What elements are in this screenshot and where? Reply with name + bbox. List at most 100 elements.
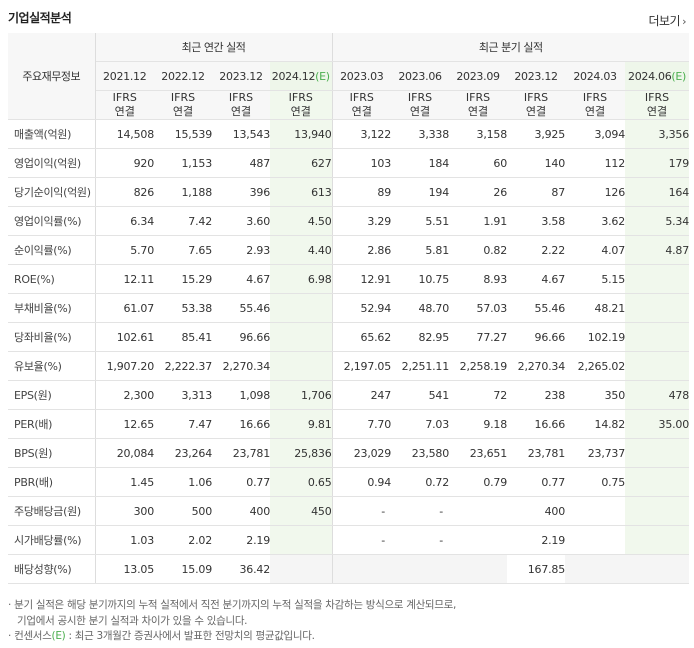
data-cell: 487	[212, 148, 270, 178]
data-cell: 3,313	[154, 380, 212, 410]
data-cell: 12.11	[95, 264, 154, 294]
data-cell: 3.62	[565, 206, 625, 236]
data-cell	[449, 554, 508, 584]
estimate-mark: (E)	[315, 69, 330, 83]
data-cell: 3,925	[507, 119, 565, 149]
section-title: 기업실적분석	[8, 11, 72, 25]
data-cell	[625, 293, 690, 323]
table-row: 당좌비율(%) 102.61 85.41 96.66 65.62 82.95 77.27 96…	[8, 322, 690, 352]
financial-table: 주요재무정보 최근 연간 실적 최근 분기 실적 2021.12 2022.12 2…	[8, 33, 689, 584]
period-header: 2024.03	[565, 61, 626, 91]
data-cell: 2.19	[212, 525, 270, 555]
data-cell: 20,084	[95, 438, 154, 468]
table-row: 순이익률(%) 5.70 7.65 2.93 4.40 2.86 5.81 0.82 2.22 4…	[8, 235, 689, 265]
data-cell: 1.06	[154, 467, 212, 497]
data-cell: 5.34	[625, 206, 689, 236]
data-cell: 12.91	[332, 264, 391, 294]
data-cell: 16.66	[507, 409, 565, 439]
data-cell: 1,706	[270, 380, 333, 410]
row-label: BPS(원)	[8, 438, 96, 468]
ifrs-basis-header: IFRS 연결	[95, 90, 154, 120]
data-cell: 15,539	[154, 119, 212, 149]
data-cell: 0.65	[270, 467, 333, 497]
data-cell: 6.98	[270, 264, 333, 294]
data-cell: 2,300	[95, 380, 154, 410]
basis-label: 연결	[290, 105, 311, 118]
ifrs-label: IFRS	[228, 91, 254, 104]
ifrs-basis-header: IFRS 연결	[565, 90, 626, 120]
data-cell: 14.82	[565, 409, 625, 439]
row-label: 당기순이익(억원)	[8, 177, 96, 207]
ifrs-label: IFRS	[170, 91, 196, 104]
data-cell: 1.91	[449, 206, 507, 236]
data-cell: 112	[565, 148, 625, 178]
data-cell: 4.67	[507, 264, 565, 294]
annual-group-header: 최근 연간 실적	[95, 33, 333, 62]
data-cell: 23,580	[391, 438, 449, 468]
data-cell	[625, 467, 690, 497]
row-label: 시가배당률(%)	[8, 525, 96, 555]
data-cell: -	[391, 525, 450, 555]
basis-label: 연결	[230, 105, 252, 118]
data-cell: 126	[565, 177, 625, 207]
data-cell	[625, 438, 690, 468]
period-label: 2023.06	[398, 69, 442, 83]
data-cell	[625, 554, 690, 584]
data-cell: 0.77	[212, 467, 270, 497]
data-cell: 5.70	[95, 235, 154, 265]
data-cell: 826	[95, 177, 154, 207]
data-cell: 2,270.34	[212, 351, 270, 381]
data-cell	[332, 554, 392, 584]
table-row: 배당성향(%) 13.05 15.09 36.42 167.85	[8, 554, 690, 584]
data-cell: 23,651	[449, 438, 507, 468]
data-cell: 4.67	[212, 264, 270, 294]
chevron-right-icon: ›	[682, 15, 686, 28]
data-cell: 0.75	[565, 467, 625, 497]
ifrs-label: IFRS	[407, 91, 433, 104]
table-row: 시가배당률(%) 1.03 2.02 2.19- -2.19	[8, 525, 690, 555]
data-cell: 350	[565, 380, 625, 410]
data-cell: 238	[507, 380, 565, 410]
row-label: 영업이익(억원)	[8, 148, 96, 178]
more-link[interactable]: 더보기 ›	[648, 12, 686, 29]
row-label: 유보율(%)	[8, 351, 96, 381]
data-cell	[270, 322, 333, 352]
data-cell: 140	[507, 148, 565, 178]
period-header: 2023.03	[332, 61, 392, 91]
data-cell: 3.29	[332, 206, 391, 236]
data-cell: 396	[212, 177, 270, 207]
data-cell: 16.66	[212, 409, 270, 439]
data-cell: 1.03	[95, 525, 154, 555]
table-row: 매출액(억원) 14,508 15,539 13,543 13,940 3,122 3,33…	[8, 119, 689, 149]
data-cell: 7.70	[332, 409, 391, 439]
footnotes: · 분기 실적은 해당 분기까지의 누적 실적에서 직전 분기까지의 누적 실적…	[8, 598, 456, 645]
data-cell: 13,543	[212, 119, 270, 149]
data-cell: 450	[270, 496, 333, 526]
data-cell: 247	[332, 380, 391, 410]
data-cell: 613	[270, 177, 333, 207]
data-cell: 167.85	[507, 554, 565, 584]
data-cell: 23,781	[212, 438, 270, 468]
data-cell: 4.07	[565, 235, 625, 265]
ifrs-label: IFRS	[465, 91, 491, 104]
data-cell: 2.93	[212, 235, 270, 265]
row-label: EPS(원)	[8, 380, 96, 410]
data-cell: 478	[625, 380, 689, 410]
data-cell: 400	[212, 496, 270, 526]
basis-label: 연결	[467, 105, 489, 118]
ifrs-label: IFRS	[349, 91, 374, 104]
data-cell: 541	[391, 380, 449, 410]
ifrs-label: IFRS	[644, 91, 670, 104]
table-row: 주당배당금(원) 300 500 400 450- -400	[8, 496, 690, 526]
data-cell: 55.46	[507, 293, 565, 323]
data-cell: 3,356	[625, 119, 689, 149]
data-cell: 2,265.02	[565, 351, 625, 381]
data-cell: 13,940	[270, 119, 333, 149]
data-cell: 1,098	[212, 380, 270, 410]
data-cell: 2,270.34	[507, 351, 565, 381]
data-cell: 300	[95, 496, 154, 526]
data-cell: 184	[391, 148, 449, 178]
data-cell: 60	[449, 148, 507, 178]
data-cell: 23,781	[507, 438, 565, 468]
